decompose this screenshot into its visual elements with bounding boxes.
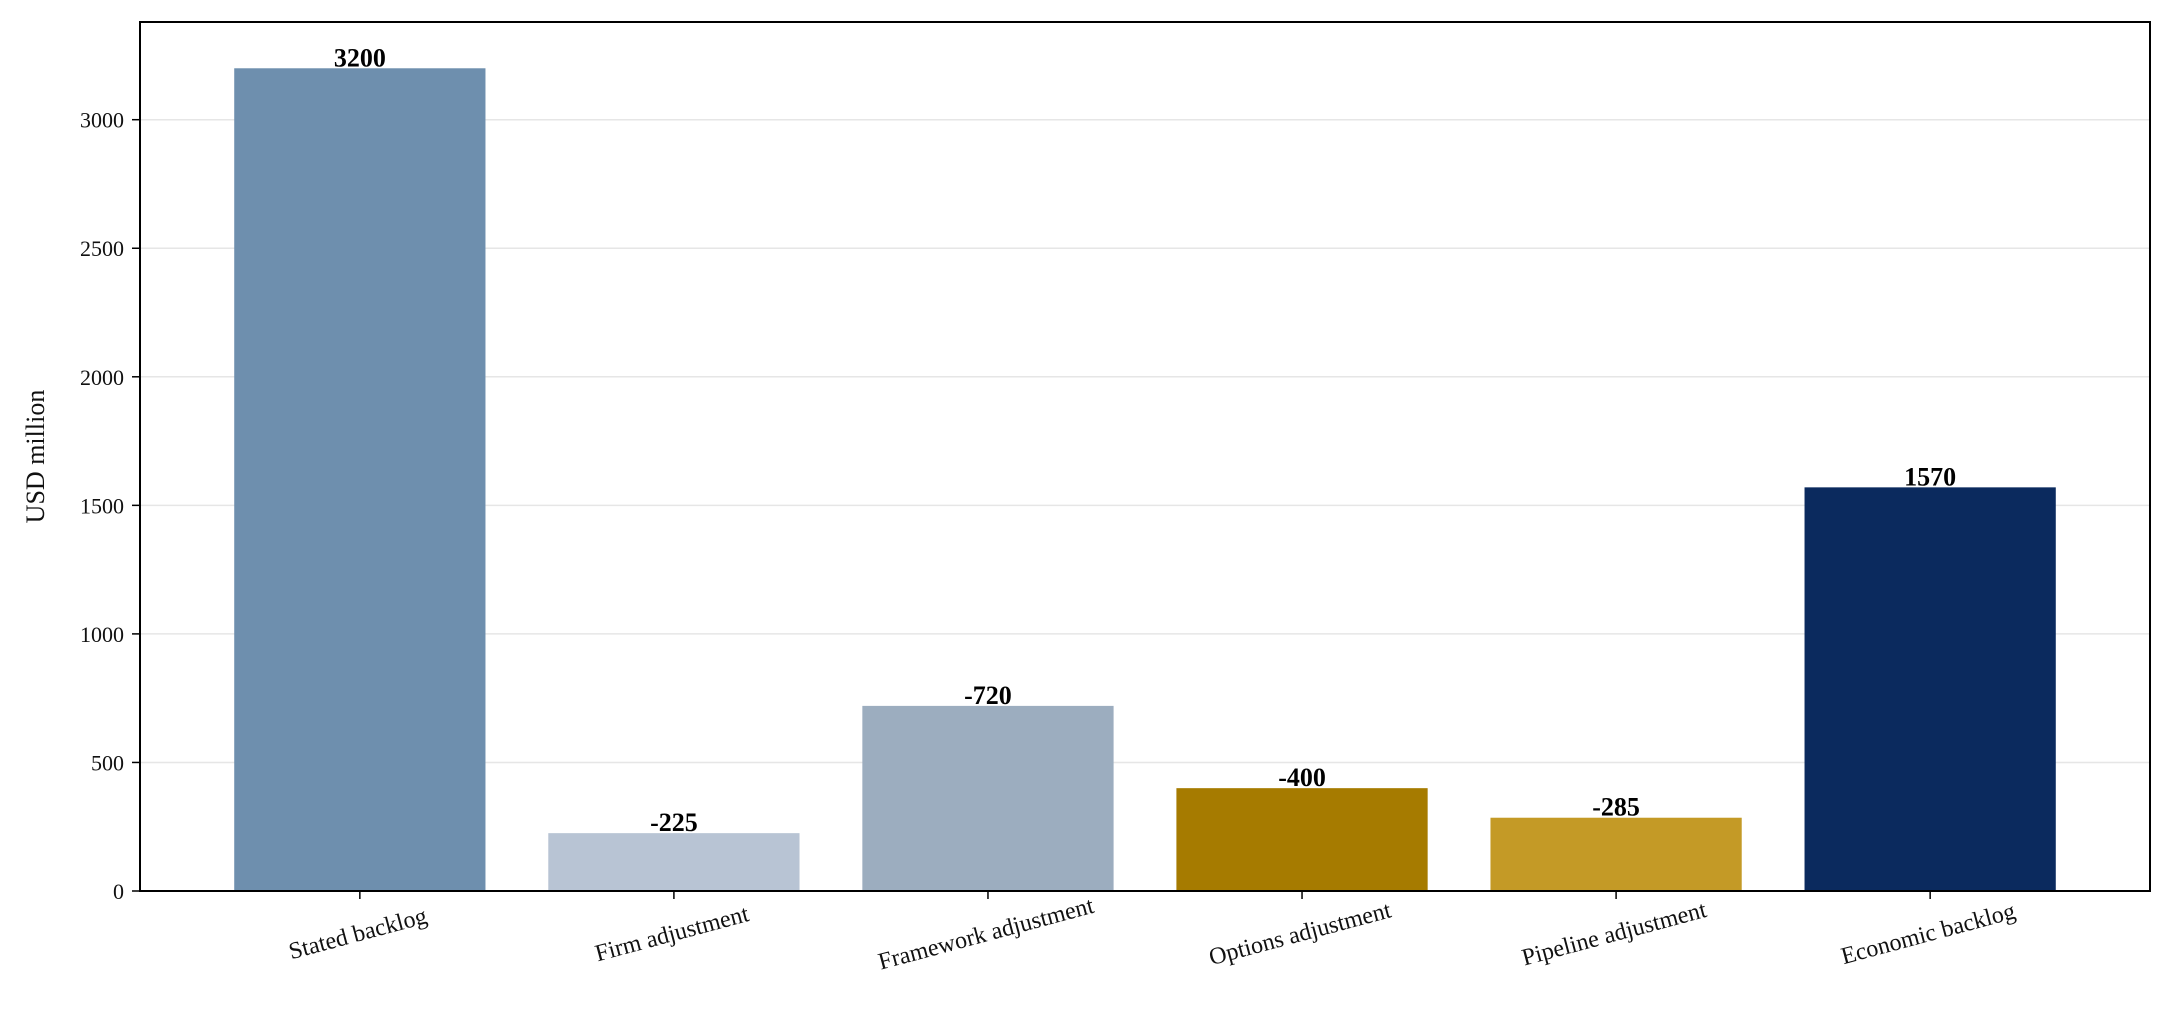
y-tick-label-1000: 1000 <box>80 622 124 647</box>
x-tick-label-economic-backlog: Economic backlog <box>1838 898 2018 970</box>
bar-framework-adjustment <box>862 705 1114 891</box>
bar-pipeline-adjustment <box>1490 817 1742 891</box>
data-label-stated-backlog: 3200 <box>334 43 386 72</box>
x-tick-label-stated-backlog: Stated backlog <box>286 903 430 965</box>
data-label-pipeline-adjustment: -285 <box>1592 793 1640 822</box>
data-label-framework-adjustment: -720 <box>964 681 1012 710</box>
y-tick-label-2000: 2000 <box>80 365 124 390</box>
y-tick-label-3000: 3000 <box>80 108 124 133</box>
bar-options-adjustment <box>1176 788 1428 891</box>
x-tick-label-pipeline-adjustment: Pipeline adjustment <box>1519 897 1710 971</box>
x-tick-label-options-adjustment: Options adjustment <box>1206 897 1394 971</box>
x-tick-label-firm-adjustment: Firm adjustment <box>592 901 752 967</box>
data-label-options-adjustment: -400 <box>1278 763 1326 792</box>
y-tick-label-0: 0 <box>113 879 124 904</box>
bar-firm-adjustment <box>548 833 800 891</box>
bar-economic-backlog <box>1804 487 2056 891</box>
y-axis-title: USD million <box>21 390 50 524</box>
data-labels: 3200 -225 -720 -400 -285 1570 <box>334 43 1956 837</box>
data-label-economic-backlog: 1570 <box>1904 462 1956 491</box>
bars <box>234 68 2056 892</box>
x-axis: Stated backlog Firm adjustment Framework a… <box>286 891 2018 976</box>
y-tick-label-1500: 1500 <box>80 493 124 518</box>
y-tick-label-2500: 2500 <box>80 236 124 261</box>
y-axis: 0 500 1000 1500 2000 2500 3000 <box>80 108 140 904</box>
x-tick-label-framework-adjustment: Framework adjustment <box>876 893 1097 976</box>
y-tick-label-500: 500 <box>91 750 124 775</box>
plot-frame <box>139 21 2151 892</box>
bar-stated-backlog <box>234 68 486 892</box>
data-label-firm-adjustment: -225 <box>650 808 698 837</box>
